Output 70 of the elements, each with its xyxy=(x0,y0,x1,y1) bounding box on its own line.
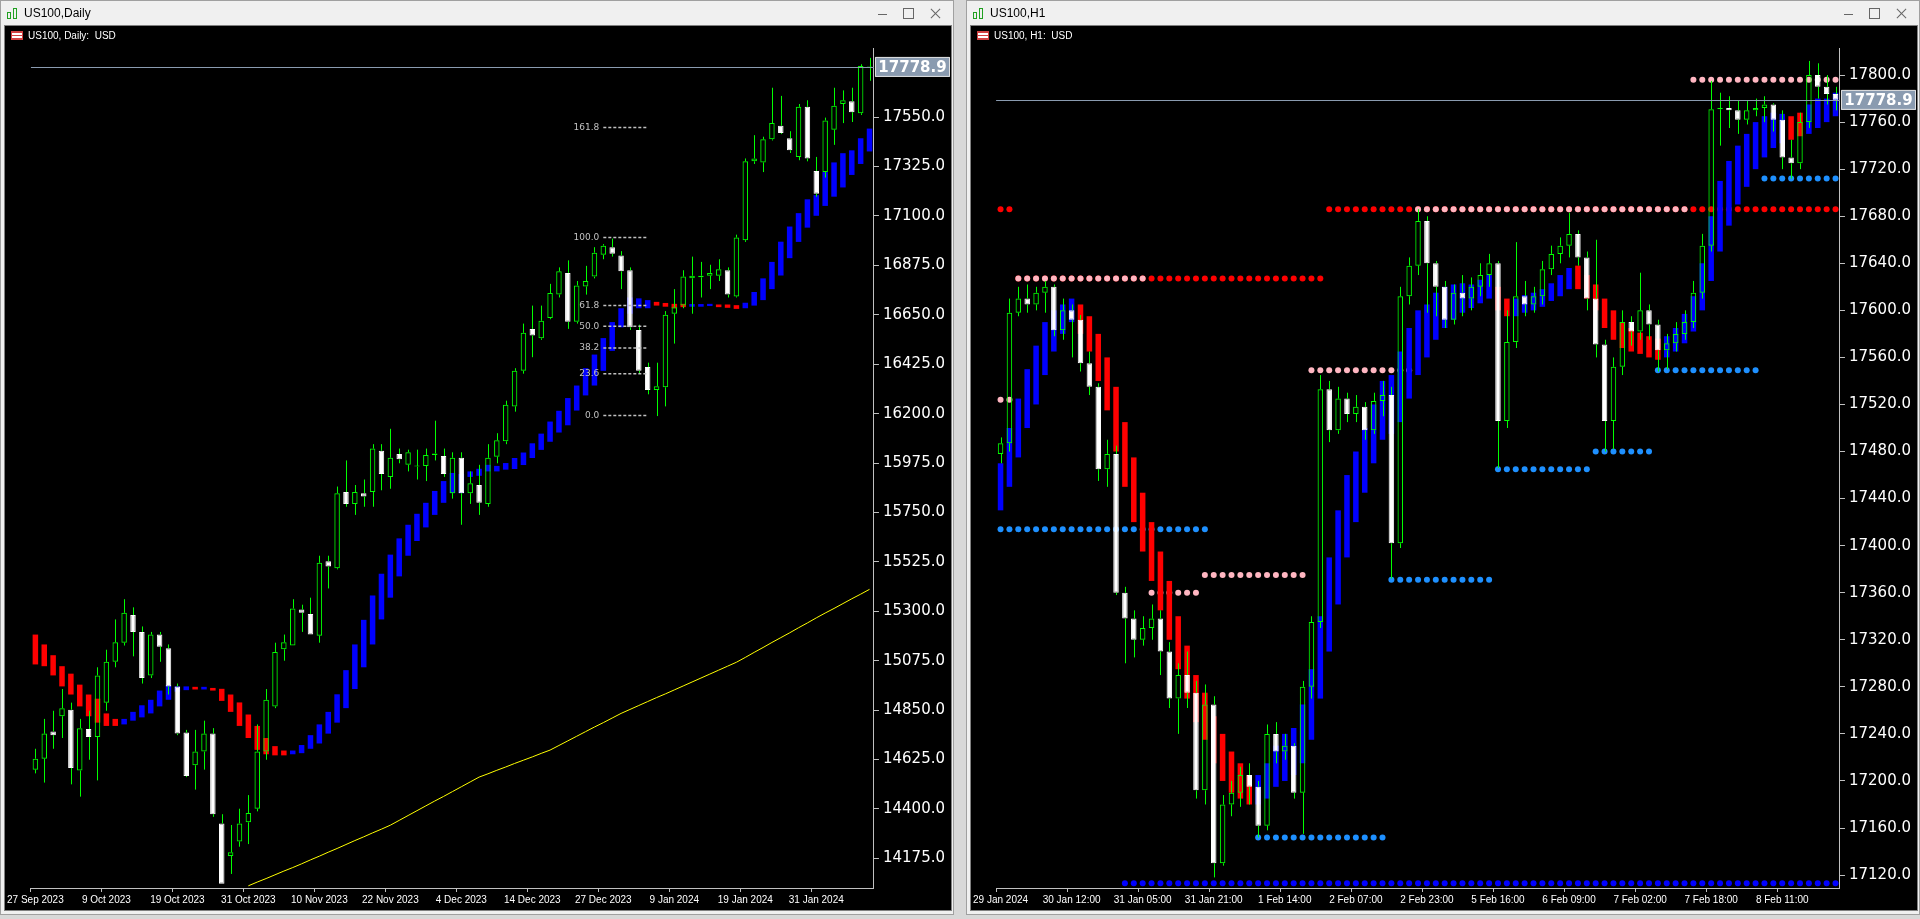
y-tick-label: 16650.0 xyxy=(882,304,945,323)
x-tick-label: 7 Feb 02:00 xyxy=(1613,893,1668,905)
x-tick-label: 31 Oct 2023 xyxy=(221,893,277,905)
x-tick-label: 8 Feb 11:00 xyxy=(1755,893,1809,905)
x-tick-label: 27 Sep 2023 xyxy=(7,893,65,905)
x-tick-label: 31 Jan 21:00 xyxy=(1184,893,1244,905)
series-label: 38.2 xyxy=(579,342,600,353)
x-tick-label: 4 Dec 2023 xyxy=(435,893,488,905)
y-tick-label: 17280.0 xyxy=(1848,676,1911,695)
y-tick-label: 17480.0 xyxy=(1848,441,1911,460)
y-tick-label: 15075.0 xyxy=(882,650,945,669)
series-label: 100.0 xyxy=(573,231,600,242)
y-tick-label: 17560.0 xyxy=(1848,347,1911,366)
chart-title: US100,H1 xyxy=(990,6,1046,20)
y-tick-label: 16875.0 xyxy=(882,255,945,274)
series-label: 50.0 xyxy=(579,320,600,331)
y-tick-label: 17360.0 xyxy=(1848,582,1911,601)
chart-title: US100,Daily xyxy=(24,6,91,20)
chart-subtitle: US100, H1: USD xyxy=(994,30,1073,41)
y-tick-label: 14850.0 xyxy=(882,700,945,719)
ref-line-label: 17778.9 xyxy=(1844,90,1913,109)
x-tick-label: 31 Jan 2024 xyxy=(788,893,845,905)
x-tick-label: 19 Jan 2024 xyxy=(717,893,774,905)
x-tick-label: 9 Jan 2024 xyxy=(649,893,700,905)
y-tick-label: 14175.0 xyxy=(882,848,945,867)
chart-subtitle: US100, Daily: USD xyxy=(28,30,116,41)
y-tick-label: 17400.0 xyxy=(1848,535,1911,554)
y-tick-label: 14625.0 xyxy=(882,749,945,768)
x-tick-label: 29 Jan 2024 xyxy=(973,893,1029,905)
y-tick-label: 17550.0 xyxy=(882,107,945,126)
series-label: 61.8 xyxy=(579,299,600,310)
y-tick-label: 15750.0 xyxy=(882,502,945,521)
x-tick-label: 2 Feb 07:00 xyxy=(1329,893,1383,905)
y-tick-label: 17240.0 xyxy=(1848,723,1911,742)
y-tick-label: 16425.0 xyxy=(882,354,945,373)
y-tick-label: 17800.0 xyxy=(1848,64,1911,83)
y-tick-label: 17600.0 xyxy=(1848,300,1911,319)
y-tick-label: 17440.0 xyxy=(1848,488,1911,507)
x-tick-label: 2 Feb 23:00 xyxy=(1400,893,1455,905)
x-tick-label: 5 Feb 16:00 xyxy=(1471,893,1526,905)
x-tick-label: 7 Feb 18:00 xyxy=(1684,893,1739,905)
y-tick-label: 17120.0 xyxy=(1848,864,1911,883)
x-tick-label: 1 Feb 14:00 xyxy=(1258,893,1312,905)
y-tick-label: 17200.0 xyxy=(1848,770,1911,789)
y-tick-label: 17680.0 xyxy=(1848,206,1911,225)
ref-line-label: 17778.9 xyxy=(878,57,947,76)
x-tick-label: 9 Oct 2023 xyxy=(81,893,132,905)
x-tick-label: 30 Jan 12:00 xyxy=(1042,893,1101,905)
x-tick-label: 6 Feb 09:00 xyxy=(1542,893,1597,905)
x-tick-label: 19 Oct 2023 xyxy=(150,893,206,905)
x-tick-label: 27 Dec 2023 xyxy=(574,893,633,905)
y-tick-label: 17760.0 xyxy=(1848,112,1911,131)
y-tick-label: 15525.0 xyxy=(882,551,945,570)
y-tick-label: 17320.0 xyxy=(1848,629,1911,648)
y-tick-label: 16200.0 xyxy=(882,403,945,422)
x-tick-label: 22 Nov 2023 xyxy=(361,893,420,905)
y-tick-label: 15975.0 xyxy=(882,452,945,471)
x-tick-label: 10 Nov 2023 xyxy=(290,893,349,905)
x-tick-label: 14 Dec 2023 xyxy=(503,893,562,905)
y-tick-label: 17100.0 xyxy=(882,205,945,224)
series-label: 161.8 xyxy=(573,121,600,132)
y-tick-label: 14400.0 xyxy=(882,798,945,817)
x-tick-label: 31 Jan 05:00 xyxy=(1113,893,1173,905)
y-tick-label: 17160.0 xyxy=(1848,817,1911,836)
y-tick-label: 17325.0 xyxy=(882,156,945,175)
y-tick-label: 17720.0 xyxy=(1848,159,1911,178)
y-tick-label: 17640.0 xyxy=(1848,253,1911,272)
y-tick-label: 17520.0 xyxy=(1848,394,1911,413)
series-label: 0.0 xyxy=(584,409,600,420)
y-tick-label: 15300.0 xyxy=(882,601,945,620)
